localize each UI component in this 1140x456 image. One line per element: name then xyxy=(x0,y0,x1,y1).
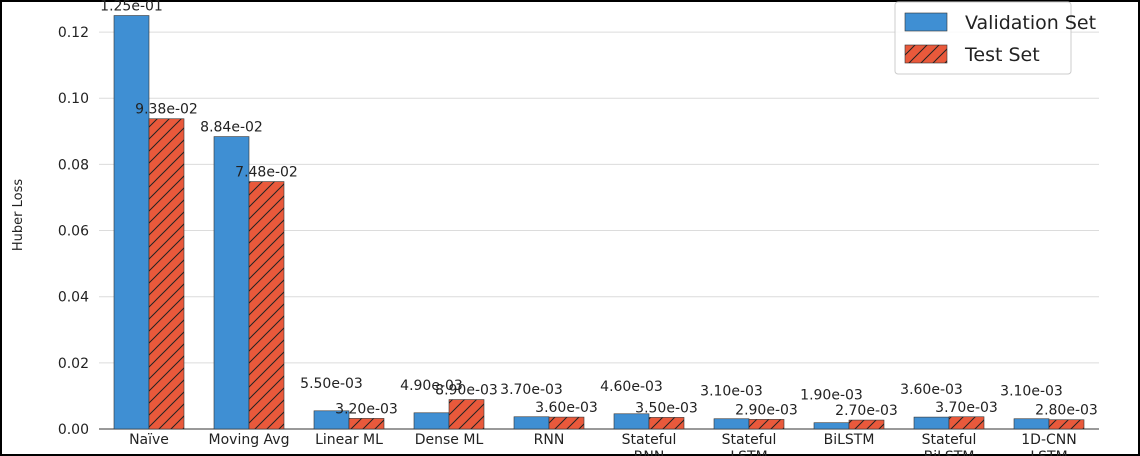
x-tick-label: StatefulRNN xyxy=(622,432,677,456)
bar-hatch xyxy=(249,181,284,429)
x-tick-label: RNN xyxy=(534,432,565,448)
y-tick-label: 0.04 xyxy=(58,290,89,306)
bar-hatch xyxy=(149,118,184,429)
legend-label: Validation Set xyxy=(965,12,1096,34)
y-tick-label: 0.06 xyxy=(58,224,89,240)
value-label: 3.50e-03 xyxy=(635,400,698,416)
y-tick-label: 0.08 xyxy=(58,157,89,173)
bar xyxy=(213,136,250,430)
value-label: 3.70e-03 xyxy=(500,382,563,398)
bar-hatch xyxy=(349,418,384,429)
value-label: 3.70e-03 xyxy=(935,400,998,416)
x-tick-label: 1D-CNNLSTM xyxy=(1021,432,1076,456)
bar xyxy=(1013,418,1050,430)
bar-hatch xyxy=(749,419,784,429)
value-label: 3.60e-03 xyxy=(900,382,963,398)
bar-hatch xyxy=(649,417,684,429)
bar-hatch xyxy=(1049,419,1084,429)
legend-swatch xyxy=(904,12,948,32)
x-tick-label: BiLSTM xyxy=(824,432,875,448)
bar xyxy=(413,412,450,430)
x-tick-label: Dense ML xyxy=(415,432,484,448)
bar xyxy=(113,15,150,430)
bar xyxy=(813,422,850,430)
bar xyxy=(513,416,550,430)
bar xyxy=(913,416,950,430)
value-label: 4.90e-03 xyxy=(400,378,463,394)
value-label: 4.60e-03 xyxy=(600,379,663,395)
value-label: 9.38e-02 xyxy=(135,102,198,118)
bar xyxy=(713,418,750,430)
value-label: 2.90e-03 xyxy=(735,402,798,418)
value-label: 5.50e-03 xyxy=(300,376,363,392)
y-tick-label: 0.12 xyxy=(58,25,89,41)
bar-hatch xyxy=(449,399,484,429)
value-label: 2.80e-03 xyxy=(1035,403,1098,419)
y-tick-label: 0.02 xyxy=(58,356,89,372)
value-label: 3.60e-03 xyxy=(535,400,598,416)
legend-hatch xyxy=(905,45,947,63)
value-label: 1.25e-01 xyxy=(100,0,163,15)
bar-hatch xyxy=(849,420,884,429)
legend-label: Test Set xyxy=(964,44,1040,66)
bar-hatch xyxy=(549,417,584,429)
value-label: 1.90e-03 xyxy=(800,388,863,404)
value-label: 2.70e-03 xyxy=(835,403,898,419)
y-tick-label: 0.00 xyxy=(58,422,89,438)
x-tick-label: Naïve xyxy=(129,432,169,448)
value-label: 3.10e-03 xyxy=(1000,384,1063,400)
bar-hatch xyxy=(949,416,984,429)
value-label: 7.48e-02 xyxy=(235,165,298,181)
x-tick-label: StatefulLSTM xyxy=(722,432,777,456)
y-axis-label: Huber Loss xyxy=(11,179,26,251)
value-label: 8.90e-03 xyxy=(435,383,498,399)
value-label: 3.10e-03 xyxy=(700,384,763,400)
value-label: 3.20e-03 xyxy=(335,401,398,417)
x-tick-label: StatefulBiLSTM xyxy=(922,432,977,456)
y-tick-label: 0.10 xyxy=(58,91,89,107)
x-tick-label: Linear ML xyxy=(315,432,383,448)
x-tick-label: Moving Avg xyxy=(209,432,290,448)
value-label: 8.84e-02 xyxy=(200,120,263,136)
